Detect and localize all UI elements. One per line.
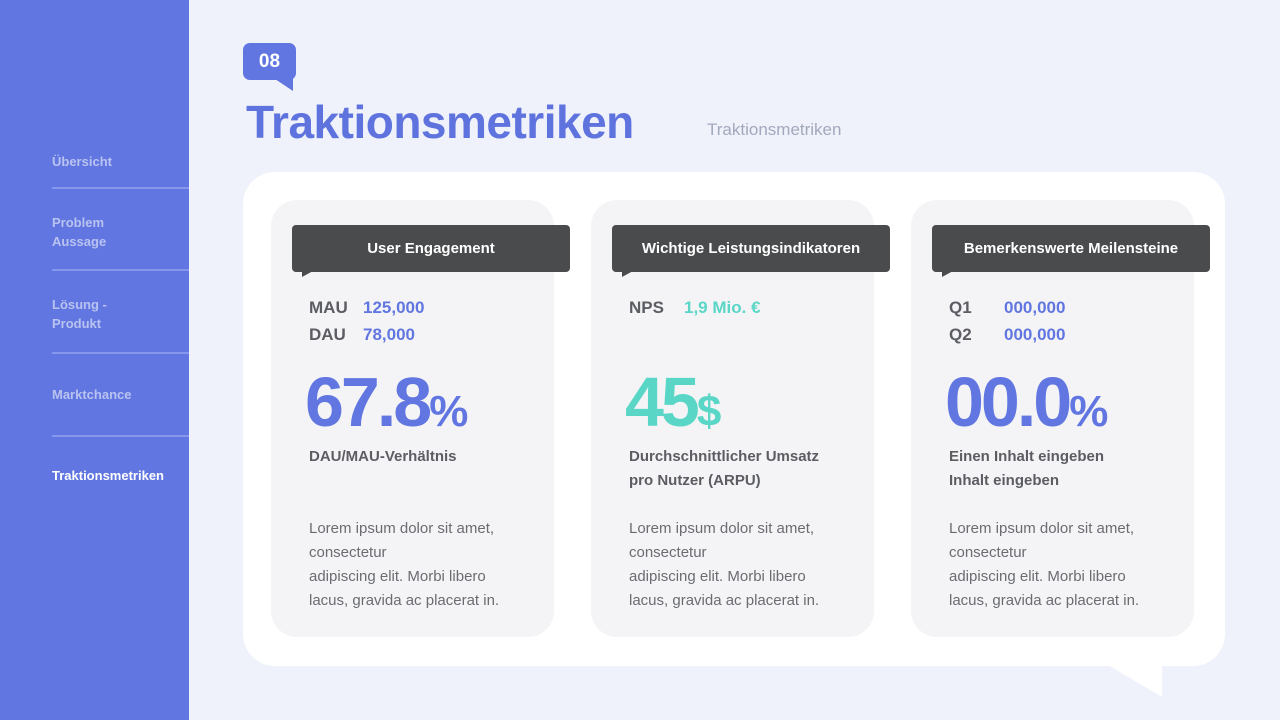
card-title-tail [942, 271, 953, 277]
sidebar-divider [52, 269, 189, 271]
big-metric: 45$ [625, 364, 721, 450]
sidebar-divider [52, 187, 189, 189]
sidebar-item-problem-aussage[interactable]: Problem Aussage [52, 215, 107, 249]
panel-speech-tail [1108, 665, 1162, 697]
card-caption: Einen Inhalt eingeben Inhalt eingeben [949, 448, 1105, 489]
page-subtitle: Traktionsmetriken [707, 120, 842, 139]
card-body-text: Lorem ipsum dolor sit amet, consectetur … [629, 520, 820, 609]
metric-row-mau: MAU 125,000 [309, 297, 424, 319]
page-number-badge: 08 [243, 43, 296, 80]
sidebar-item-marktchance[interactable]: Marktchance [52, 387, 132, 402]
card-user-engagement: User Engagement MAU 125,000 DAU 78,000 67.… [271, 200, 570, 637]
sidebar-divider [52, 435, 189, 437]
metric-row-q1: Q1 000,000 [949, 297, 1065, 319]
card-caption: Durchschnittlicher Umsatz pro Nutzer (AR… [629, 448, 820, 489]
sidebar: Übersicht Problem Aussage Lösung - Produ… [0, 0, 189, 720]
metric-value: 000,000 [1004, 325, 1066, 344]
card-body-text: Lorem ipsum dolor sit amet, consectetur … [949, 520, 1140, 609]
metric-label: NPS [629, 298, 664, 317]
badge-speech-tail [275, 79, 293, 91]
metric-value: 1,9 Mio. € [684, 298, 761, 317]
metric-label: MAU [309, 298, 348, 317]
card-caption: DAU/MAU-Verhältnis [309, 448, 457, 465]
metric-label: Q2 [949, 325, 972, 344]
big-metric-value: 00.0 [945, 363, 1072, 441]
metric-label: Q1 [949, 298, 972, 317]
sidebar-item-uebersicht[interactable]: Übersicht [52, 154, 112, 169]
metric-value: 000,000 [1004, 298, 1066, 317]
card-body-text: Lorem ipsum dolor sit amet, consectetur … [309, 520, 500, 609]
metric-row-q2: Q2 000,000 [949, 324, 1065, 346]
big-metric-unit: % [429, 387, 469, 436]
big-metric: 00.0% [945, 364, 1108, 450]
sidebar-item-loesung-produkt[interactable]: Lösung - Produkt [52, 297, 107, 331]
card-title: Bemerkenswerte Meilensteine [932, 225, 1210, 272]
big-metric: 67.8% [305, 364, 468, 450]
card-title-tail [302, 271, 313, 277]
sidebar-divider [52, 352, 189, 354]
big-metric-unit: % [1069, 387, 1109, 436]
card-title-tail [622, 271, 633, 277]
big-metric-value: 67.8 [305, 363, 432, 441]
card-title: User Engagement [292, 225, 570, 272]
metric-row-nps: NPS 1,9 Mio. € [629, 297, 761, 319]
card-title: Wichtige Leistungsindikatoren [612, 225, 890, 272]
metric-label: DAU [309, 325, 346, 344]
card-meilensteine: Bemerkenswerte Meilensteine Q1 000,000 Q2… [911, 200, 1210, 637]
big-metric-unit: $ [696, 387, 722, 436]
metric-value: 125,000 [363, 298, 425, 317]
metric-value: 78,000 [363, 325, 415, 344]
card-leistungsindikatoren: Wichtige Leistungsindikatoren NPS 1,9 Mio… [591, 200, 890, 637]
big-metric-value: 45 [625, 363, 700, 441]
metric-row-dau: DAU 78,000 [309, 324, 415, 346]
page-title: Traktionsmetriken [246, 96, 634, 148]
sidebar-item-traktionsmetriken[interactable]: Traktionsmetriken [52, 468, 164, 483]
